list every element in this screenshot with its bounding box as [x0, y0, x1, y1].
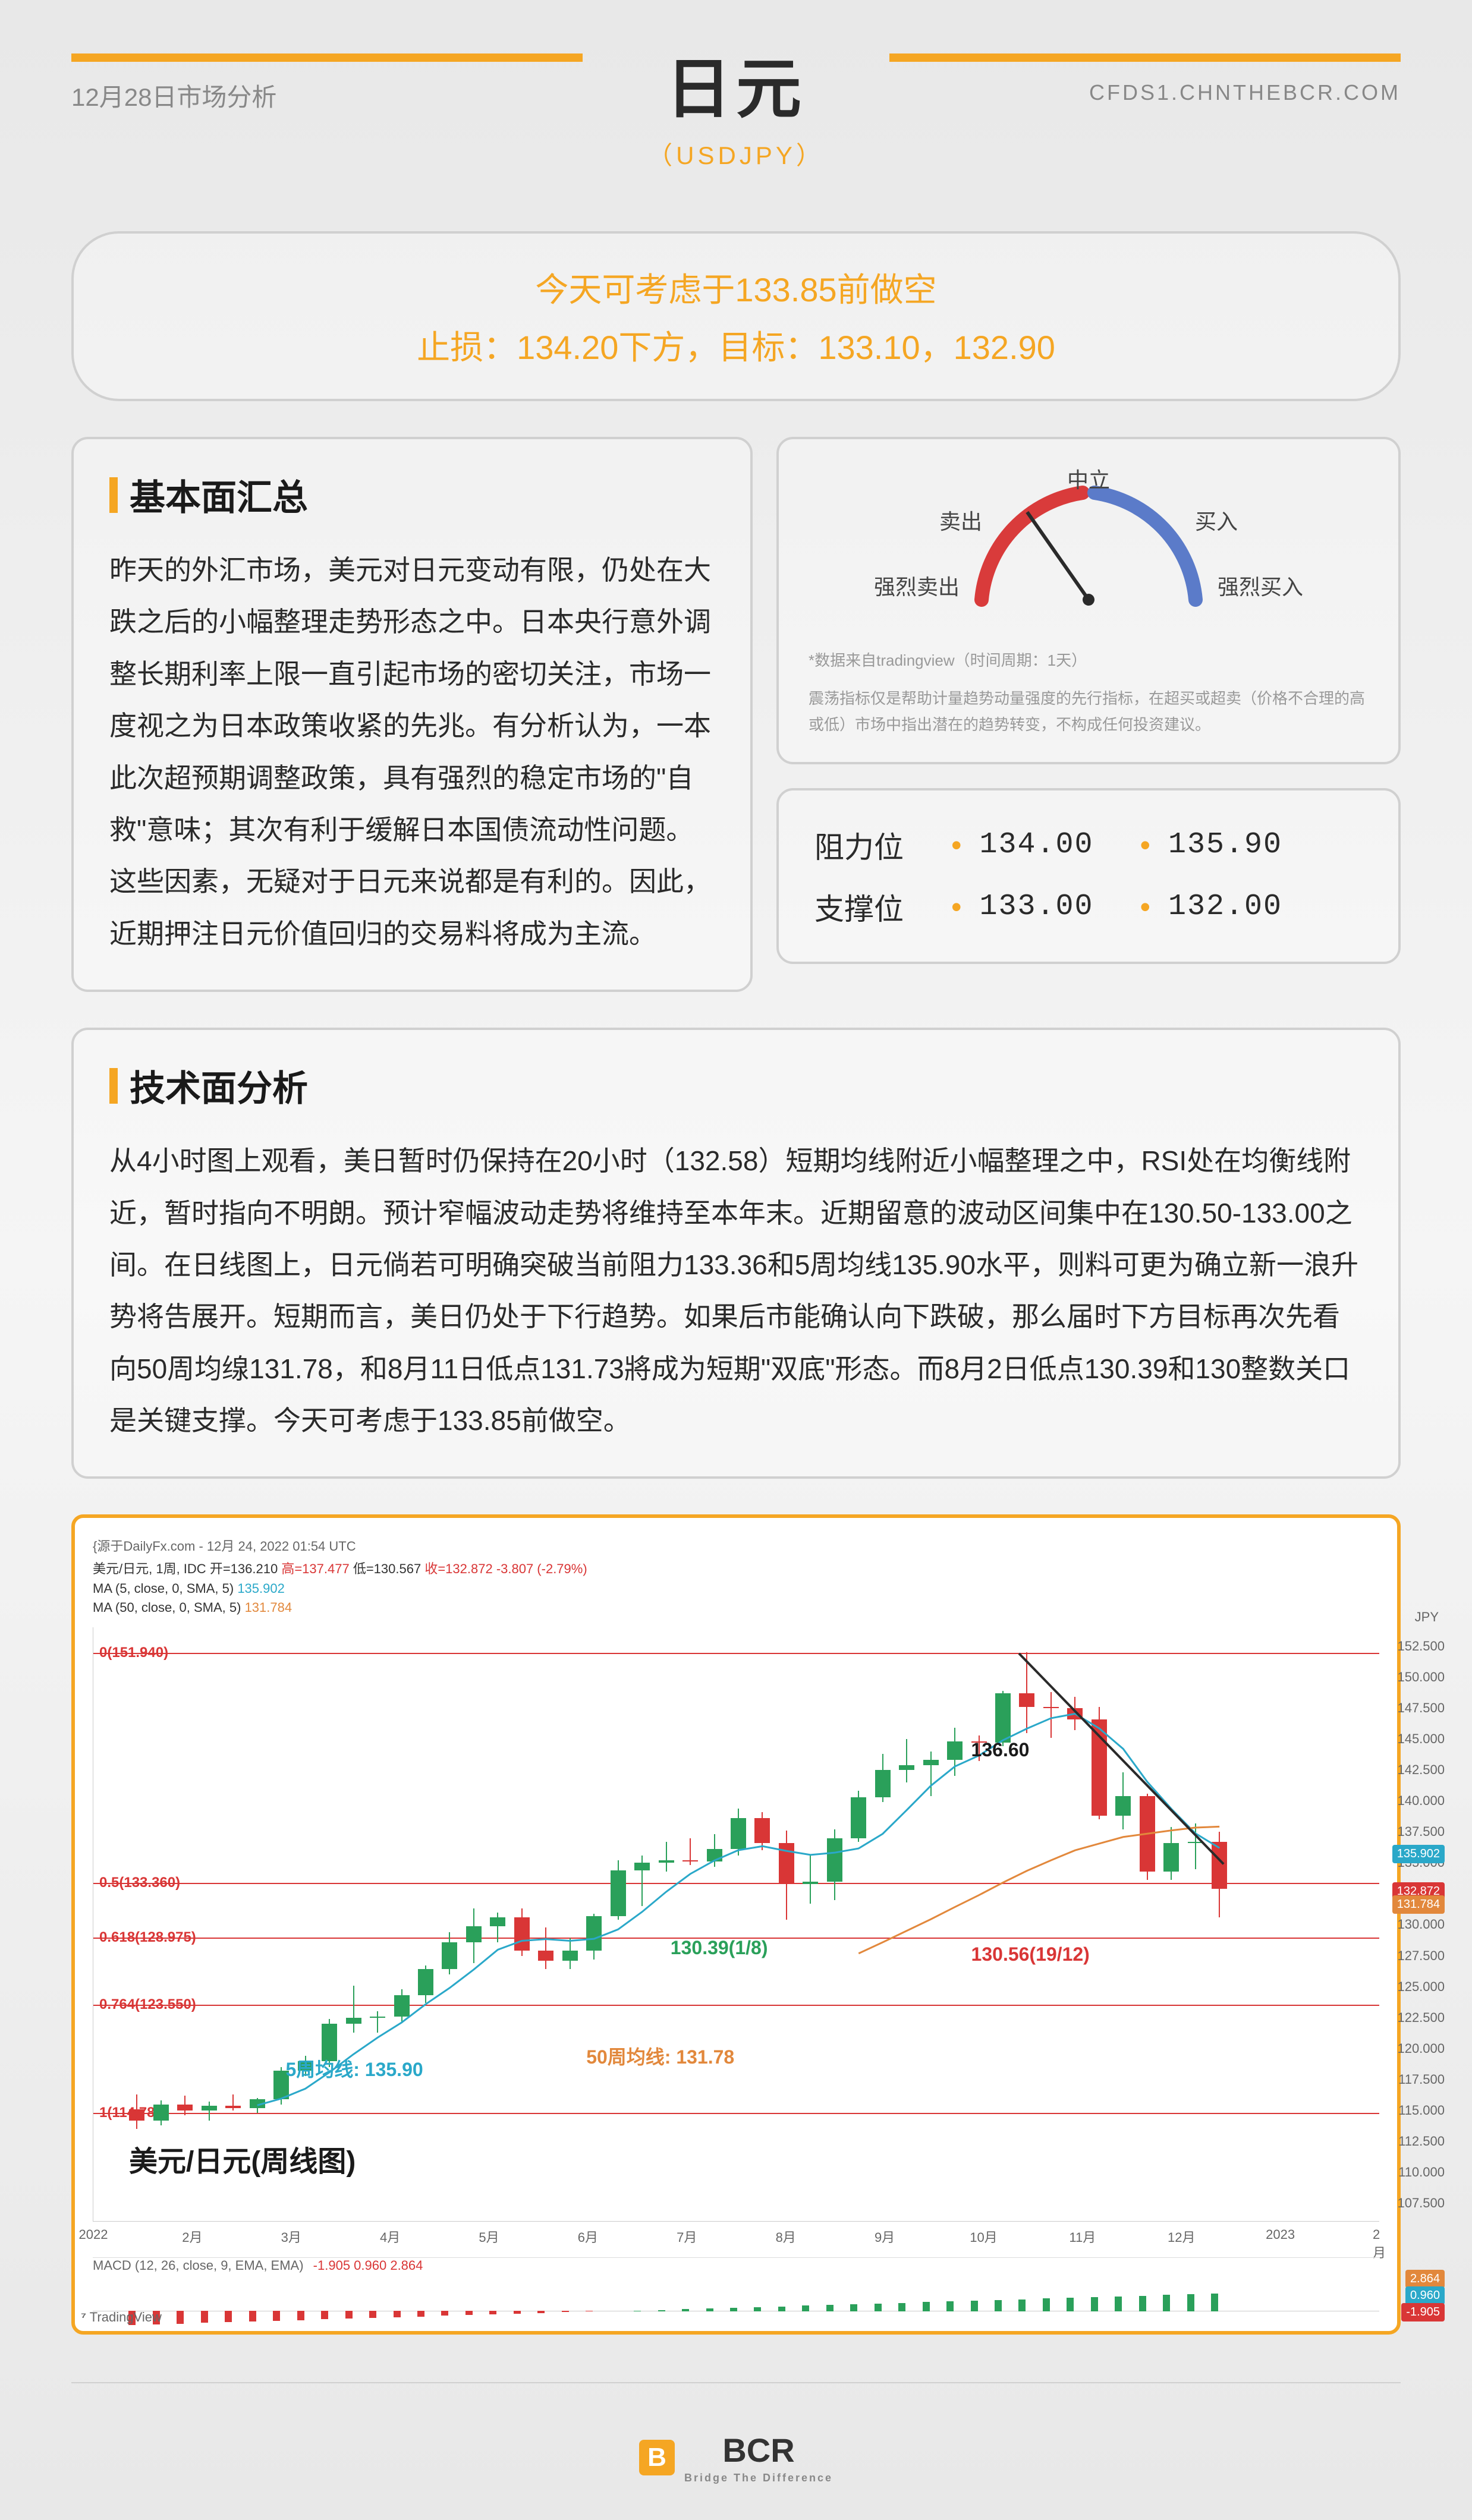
- gauge-note1: *数据来自tradingview（时间周期：1天）: [809, 647, 1369, 673]
- footer: B BCR Bridge The Difference: [71, 2382, 1401, 2520]
- resistance-label: 阻力位: [814, 824, 933, 867]
- accent-bar-right: [889, 53, 1401, 62]
- ma50-meta: MA (50, close, 0, SMA, 5) 131.784: [93, 1600, 1379, 1615]
- resistance-row: 阻力位 • 134.00 • 135.90: [814, 814, 1363, 876]
- title-block: 日元 （USDJPY）: [617, 36, 855, 172]
- footer-logo: B BCR Bridge The Difference: [639, 2431, 833, 2484]
- header: 12月28日市场分析 CFDS1.CHNTHEBCR.COM 日元 （USDJP…: [0, 0, 1472, 196]
- dot-icon: •: [1140, 828, 1151, 862]
- title-bar-icon: [109, 477, 118, 513]
- y-label: JPY: [1415, 1609, 1439, 1625]
- tradingview-logo: ⁷ TradingView: [81, 2310, 162, 2325]
- pair-info: 美元/日元, 1周, IDC: [93, 1561, 206, 1576]
- ohlc-chg: -3.807 (-2.79%): [496, 1561, 587, 1576]
- s1-value: 133.00: [980, 890, 1122, 924]
- chart-big-title: 美元/日元(周线图): [129, 2138, 356, 2179]
- r2-value: 135.90: [1168, 828, 1311, 862]
- title-bar-icon: [109, 1068, 118, 1104]
- gauge-card: 中立 卖出 买入 强烈卖出 强烈买入 *数据来自tradingview（时间周: [776, 437, 1401, 764]
- dot-icon: •: [951, 890, 962, 924]
- r1-value: 134.00: [980, 828, 1122, 862]
- gauge-neutral-label: 中立: [1067, 463, 1110, 494]
- gauge-buy-label: 买入: [1195, 505, 1238, 536]
- support-row: 支撑位 • 133.00 • 132.00: [814, 876, 1363, 938]
- fundamentals-title: 基本面汇总: [109, 469, 715, 521]
- ma50-val: 131.784: [245, 1600, 292, 1615]
- chart-source: {源于DailyFx.com - 12月 24, 2022 01:54 UTC: [93, 1536, 1379, 1555]
- technical-title: 技术面分析: [109, 1060, 1363, 1111]
- ma50-label: MA (50, close, 0, SMA, 5): [93, 1600, 241, 1615]
- s2-value: 132.00: [1168, 890, 1311, 924]
- fundamentals-title-text: 基本面汇总: [130, 469, 308, 521]
- x-axis: 20222月3月4月5月6月7月8月9月10月11月12月20232月: [93, 2227, 1379, 2245]
- gauge-strong-buy-label: 强烈买入: [1218, 570, 1303, 601]
- gauge-sell-label: 卖出: [939, 505, 982, 536]
- technical-card: 技术面分析 从4小时图上观看，美日暂时仍保持在20小时（132.58）短期均线附…: [71, 1028, 1401, 1479]
- chart-card: {源于DailyFx.com - 12月 24, 2022 01:54 UTC …: [71, 1514, 1401, 2335]
- header-date: 12月28日市场分析: [71, 77, 276, 114]
- dot-icon: •: [1140, 890, 1151, 924]
- ohlc-c: 收=132.872: [424, 1561, 492, 1576]
- ma5-meta: MA (5, close, 0, SMA, 5) 135.902: [93, 1581, 1379, 1596]
- ohlc-o: 开=136.210: [210, 1561, 278, 1576]
- macd-section: MACD (12, 26, close, 9, EMA, EMA) -1.905…: [93, 2257, 1379, 2364]
- main-title: 日元: [617, 36, 855, 131]
- gauge-note2: 震荡指标仅是帮助计量趋势动量强度的先行指标，在超买或超卖（价格不合理的高或低）市…: [809, 685, 1369, 738]
- summary-line1: 今天可考虑于133.85前做空: [109, 263, 1363, 311]
- macd-label: MACD (12, 26, close, 9, EMA, EMA) -1.905…: [93, 2258, 1379, 2273]
- logo-icon: B: [639, 2440, 675, 2475]
- ohlc-h: 高=137.477: [281, 1561, 349, 1576]
- gauge-strong-sell-label: 强烈卖出: [874, 570, 960, 601]
- technical-body: 从4小时图上观看，美日暂时仍保持在20小时（132.58）短期均线附近小幅整理之…: [109, 1135, 1363, 1447]
- levels-card: 阻力位 • 134.00 • 135.90 支撑位 • 133.00 • 132…: [776, 788, 1401, 964]
- sub-title: （USDJPY）: [617, 136, 855, 172]
- brand-tagline: Bridge The Difference: [684, 2472, 833, 2484]
- header-url: CFDS1.CHNTHEBCR.COM: [1089, 80, 1401, 105]
- technical-title-text: 技术面分析: [130, 1060, 308, 1111]
- brand-name: BCR: [684, 2431, 833, 2469]
- dot-icon: •: [951, 828, 962, 862]
- gauge: 中立 卖出 买入 强烈卖出 强烈买入: [809, 469, 1369, 635]
- chart-meta: 美元/日元, 1周, IDC 开=136.210 高=137.477 低=130…: [93, 1558, 1379, 1577]
- y-axis: 152.500150.000147.500145.000142.500140.0…: [1385, 1627, 1445, 2221]
- summary-line2: 止损：134.20下方，目标：133.10，132.90: [109, 321, 1363, 369]
- ohlc-l: 低=130.567: [353, 1561, 421, 1576]
- support-label: 支撑位: [814, 886, 933, 928]
- ma5-label: MA (5, close, 0, SMA, 5): [93, 1581, 234, 1596]
- summary-box: 今天可考虑于133.85前做空 止损：134.20下方，目标：133.10，13…: [71, 231, 1401, 401]
- chart-area: JPY 152.500150.000147.500145.000142.5001…: [93, 1627, 1379, 2222]
- accent-bar-left: [71, 53, 583, 62]
- fundamentals-card: 基本面汇总 昨天的外汇市场，美元对日元变动有限，仍处在大跌之后的小幅整理走势形态…: [71, 437, 753, 992]
- ma5-val: 135.902: [237, 1581, 285, 1596]
- fundamentals-body: 昨天的外汇市场，美元对日元变动有限，仍处在大跌之后的小幅整理走势形态之中。日本央…: [109, 544, 715, 960]
